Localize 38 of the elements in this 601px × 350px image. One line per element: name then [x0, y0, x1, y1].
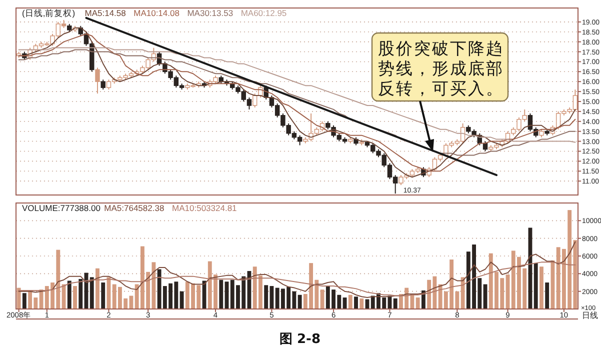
- chart-title: (日线,前复权): [22, 8, 76, 18]
- bar: [348, 294, 352, 309]
- candlestick: [95, 67, 100, 94]
- bar: [545, 282, 550, 309]
- bar: [180, 291, 184, 309]
- candlestick: [100, 79, 106, 90]
- candlestick: [252, 93, 258, 108]
- bar: [460, 277, 465, 309]
- bar: [298, 294, 302, 309]
- text: MA10:503324.81: [172, 203, 238, 213]
- bar: [16, 288, 21, 309]
- bar: [416, 298, 420, 309]
- bar: [360, 298, 364, 309]
- chart-title: VOLUME:777388.00: [22, 203, 101, 213]
- series-label: MA5:14.58: [84, 8, 126, 18]
- line-series: [18, 262, 576, 296]
- text: MA60:12.95: [240, 8, 287, 18]
- bar: [78, 278, 83, 309]
- bar: [219, 280, 224, 309]
- bar: [101, 282, 106, 309]
- bar: [73, 286, 77, 309]
- text: MA10:14.08: [134, 8, 180, 18]
- bar: [534, 263, 538, 309]
- bar: [67, 280, 72, 309]
- line-series: [18, 241, 576, 298]
- bar: [354, 296, 358, 309]
- bar: [393, 298, 398, 309]
- bar: [550, 260, 555, 309]
- text: 日线: [582, 311, 598, 320]
- text: MA5:764582.38: [104, 203, 164, 213]
- annotation: 股价突破下降趋势线，形成底部反转，可买入。: [378, 39, 504, 98]
- bar: [90, 277, 94, 309]
- text: MA30:13.53: [187, 8, 234, 18]
- bar: [540, 266, 544, 309]
- bar: [96, 268, 100, 309]
- bar: [320, 290, 324, 309]
- bar: [22, 293, 26, 309]
- caption: 图 2-8: [279, 332, 321, 347]
